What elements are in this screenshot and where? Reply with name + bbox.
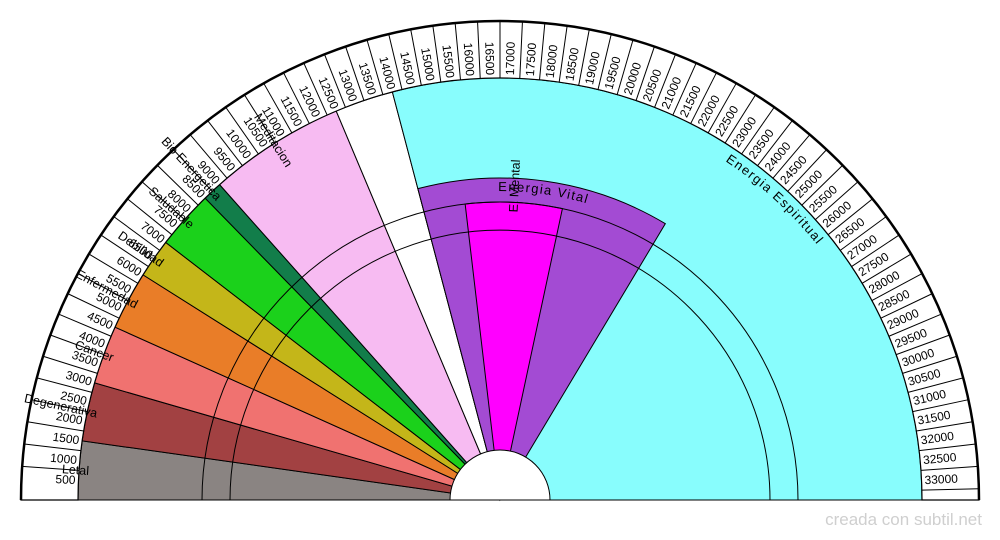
tick-divider: [741, 106, 775, 155]
label-letal: Letal: [61, 462, 89, 478]
tick-ring: 5001000150020002500300035004000450050005…: [19, 19, 981, 501]
tick-divider: [787, 149, 827, 192]
tick-label: 2000: [55, 409, 84, 428]
tick-divider: [672, 62, 697, 116]
tick-label: 33000: [924, 472, 958, 488]
tick-divider: [815, 181, 859, 220]
tick-divider: [839, 216, 887, 251]
tick-divider: [888, 313, 942, 337]
tick-divider: [244, 94, 276, 144]
tick-divider: [22, 465, 80, 471]
tick-label: 500: [55, 472, 76, 487]
tick-divider: [871, 273, 923, 301]
tick-divider: [207, 120, 243, 167]
tick-label: 18500: [563, 46, 582, 82]
tick-label: 19000: [582, 50, 603, 86]
tick-divider: [157, 164, 199, 206]
tick-divider: [50, 334, 105, 356]
tick-label: 16000: [461, 42, 477, 77]
tick-divider: [772, 134, 811, 179]
tick-divider: [578, 29, 590, 86]
zones-layer: [77, 77, 923, 501]
tick-divider: [851, 234, 900, 267]
tick-divider: [827, 198, 873, 236]
tick-divider: [36, 377, 93, 393]
tick-divider: [519, 21, 523, 79]
tick-label: 17500: [523, 42, 539, 77]
tick-label: 32000: [920, 429, 955, 448]
tick-divider: [912, 399, 969, 413]
tick-divider: [690, 72, 717, 124]
tick-divider: [880, 293, 933, 319]
tick-divider: [454, 23, 461, 80]
tick-divider: [113, 216, 161, 251]
center-hub: [449, 449, 551, 501]
inner-ring-1: [201, 201, 799, 501]
tick-divider: [902, 355, 958, 374]
hub-layer: [449, 449, 551, 501]
tick-divider: [42, 355, 98, 374]
tick-label: 17000: [503, 41, 518, 75]
tick-divider: [907, 377, 964, 393]
tick-label: 15000: [418, 47, 437, 83]
tick-divider: [67, 293, 120, 319]
tick-divider: [432, 25, 442, 83]
tick-divider: [539, 23, 546, 80]
tick-divider: [366, 39, 384, 95]
tick-divider: [410, 29, 422, 86]
tick-divider: [724, 94, 756, 144]
tick-divider: [24, 443, 81, 452]
label-e-mental: E. Mental: [507, 159, 523, 212]
tick-divider: [141, 181, 185, 220]
tick-divider: [27, 421, 84, 432]
rings-layer: [201, 201, 799, 501]
tick-divider: [31, 399, 88, 413]
tick-divider: [597, 33, 612, 90]
credit-text: creada con subtil.net: [825, 510, 982, 529]
tick-divider: [303, 62, 328, 116]
tick-label: 32500: [922, 450, 957, 467]
tick-divider: [920, 465, 978, 471]
inner-ring-2: [229, 229, 771, 501]
tick-divider: [100, 234, 149, 267]
tick-divider: [127, 198, 173, 236]
tick-divider: [263, 83, 293, 134]
tick-divider: [916, 421, 973, 432]
tick-label: 1500: [52, 430, 81, 448]
tick-divider: [345, 46, 365, 101]
tick-label: 18000: [543, 44, 561, 79]
tick-divider: [77, 273, 129, 301]
tick-label: 1000: [50, 451, 78, 467]
tick-divider: [801, 164, 843, 206]
tick-divider: [654, 54, 676, 108]
tick-divider: [388, 33, 403, 90]
tick-label: 31500: [916, 408, 952, 428]
tick-label: 15500: [439, 44, 457, 79]
tick-divider: [861, 253, 912, 284]
tick-label: 16500: [482, 42, 497, 76]
tick-label: 14500: [397, 50, 418, 86]
tick-divider: [757, 120, 793, 167]
tick-divider: [616, 39, 634, 95]
tick-divider: [324, 54, 346, 108]
tick-divider: [477, 21, 481, 79]
tick-divider: [173, 149, 213, 192]
tick-divider: [707, 83, 737, 134]
tick-divider: [189, 134, 228, 179]
tick-divider: [921, 488, 979, 491]
tick-divider: [919, 443, 976, 452]
tick-label: 2500: [59, 388, 89, 408]
tick-divider: [225, 106, 259, 155]
tick-divider: [895, 334, 950, 356]
tick-divider: [283, 72, 310, 124]
tick-divider: [635, 46, 655, 101]
tick-divider: [558, 25, 568, 83]
tick-divider: [88, 253, 139, 284]
tick-divider: [58, 313, 112, 337]
